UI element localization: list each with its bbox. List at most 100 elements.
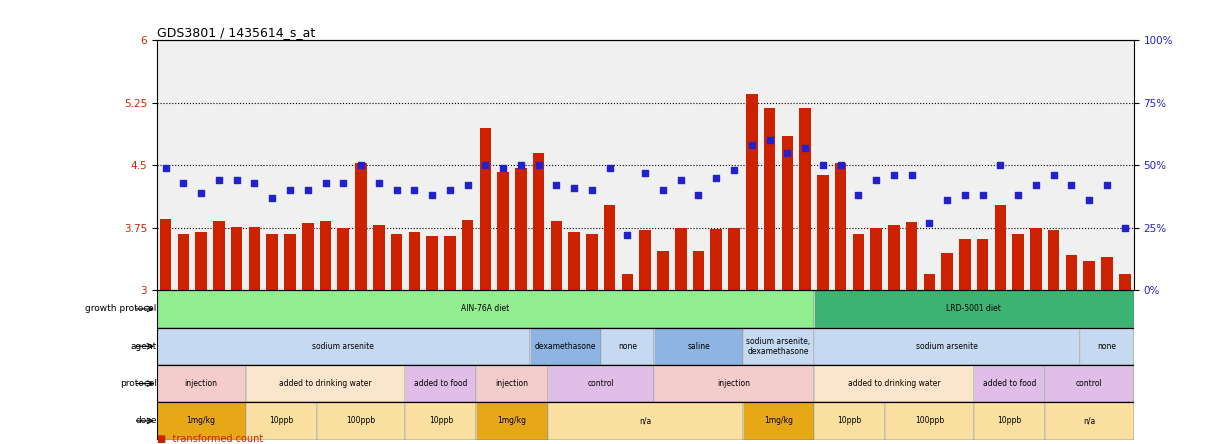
Bar — [157, 365, 246, 402]
Text: ■  transformed count: ■ transformed count — [157, 433, 263, 444]
Text: injection: injection — [718, 379, 750, 388]
Point — [351, 162, 370, 169]
Bar — [781, 136, 794, 290]
Bar — [1066, 255, 1077, 290]
Point — [742, 142, 761, 149]
Bar — [476, 365, 548, 402]
Bar — [1044, 365, 1134, 402]
Text: 10ppb: 10ppb — [837, 416, 861, 425]
Bar — [356, 163, 367, 290]
Bar — [654, 365, 814, 402]
Point — [387, 186, 406, 194]
Bar — [529, 328, 601, 365]
Bar — [1044, 402, 1134, 440]
Bar — [586, 234, 598, 290]
Bar — [317, 402, 405, 440]
Bar — [1101, 257, 1113, 290]
Bar — [1030, 228, 1042, 290]
Text: 10ppb: 10ppb — [997, 416, 1021, 425]
Point — [1116, 224, 1135, 231]
Bar — [814, 328, 1081, 365]
Bar — [157, 402, 1134, 440]
Bar — [657, 251, 669, 290]
Text: dose: dose — [135, 416, 157, 425]
Bar — [1083, 261, 1095, 290]
Bar — [548, 402, 743, 440]
Point — [511, 162, 531, 169]
Bar — [548, 402, 743, 440]
Text: 1mg/kg: 1mg/kg — [498, 416, 527, 425]
Bar — [480, 127, 491, 290]
Bar — [1044, 365, 1134, 402]
Bar — [853, 234, 865, 290]
Bar — [835, 163, 847, 290]
Point — [760, 137, 779, 144]
Bar — [405, 365, 476, 402]
Text: sodium arsenite,
dexamethasone: sodium arsenite, dexamethasone — [747, 337, 810, 356]
Bar — [551, 221, 562, 290]
Point — [210, 177, 229, 184]
Bar — [973, 365, 1044, 402]
Bar — [497, 172, 509, 290]
Bar — [157, 402, 246, 440]
Text: injection: injection — [496, 379, 528, 388]
Point — [493, 164, 513, 171]
Point — [884, 171, 903, 178]
Bar — [157, 365, 1134, 402]
Point — [1026, 182, 1046, 189]
Text: sodium arsenite: sodium arsenite — [917, 342, 978, 351]
Bar — [405, 402, 476, 440]
Bar — [157, 290, 814, 328]
Bar — [1012, 234, 1024, 290]
Point — [529, 162, 549, 169]
Bar — [462, 220, 474, 290]
Bar — [405, 402, 476, 440]
Point — [689, 192, 708, 199]
Bar — [814, 290, 1134, 328]
Bar — [246, 402, 317, 440]
Text: AIN-76A diet: AIN-76A diet — [461, 305, 509, 313]
Text: 1mg/kg: 1mg/kg — [763, 416, 792, 425]
Point — [778, 149, 797, 156]
Bar — [302, 223, 314, 290]
Point — [227, 177, 246, 184]
Bar — [924, 274, 935, 290]
Bar — [157, 365, 246, 402]
Point — [831, 162, 850, 169]
Bar — [763, 108, 775, 290]
Bar — [157, 328, 1134, 365]
Bar — [995, 205, 1006, 290]
Point — [280, 186, 299, 194]
Point — [1079, 197, 1099, 204]
Text: 100ppb: 100ppb — [346, 416, 375, 425]
Text: added to food: added to food — [983, 379, 1036, 388]
Bar — [213, 221, 224, 290]
Text: added to drinking water: added to drinking water — [848, 379, 941, 388]
Point — [334, 179, 353, 186]
Point — [1061, 182, 1081, 189]
Bar — [692, 251, 704, 290]
Bar — [444, 236, 456, 290]
Bar — [230, 227, 242, 290]
Bar — [816, 175, 829, 290]
Bar — [529, 328, 601, 365]
Point — [298, 186, 317, 194]
Bar — [601, 328, 654, 365]
Bar — [248, 227, 260, 290]
Bar — [515, 168, 527, 290]
Bar — [568, 232, 580, 290]
Bar — [157, 328, 529, 365]
Bar — [747, 94, 757, 290]
Text: control: control — [587, 379, 614, 388]
Bar — [476, 365, 548, 402]
Bar — [675, 228, 686, 290]
Bar — [1081, 328, 1134, 365]
Point — [849, 192, 868, 199]
Bar — [1081, 328, 1134, 365]
Bar — [743, 328, 814, 365]
Point — [1097, 182, 1117, 189]
Bar — [977, 238, 989, 290]
Bar — [814, 328, 1081, 365]
Bar — [548, 365, 654, 402]
Bar — [267, 234, 279, 290]
